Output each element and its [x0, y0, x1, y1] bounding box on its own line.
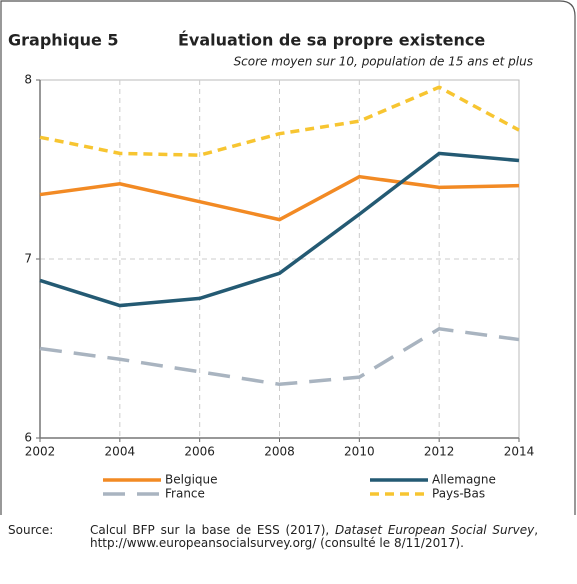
series-line: [39, 85, 520, 157]
x-tick-label: 2014: [504, 445, 535, 459]
x-tick-label: 2010: [344, 445, 375, 459]
chart-subtitle: Score moyen sur 10, population de 15 ans…: [234, 55, 533, 69]
frame: [0, 0, 576, 515]
legend-label: France: [165, 487, 205, 501]
source-part: Calcul BFP sur la base de ESS (2017),: [90, 523, 336, 537]
source-part: , http://www.europeansocialsurvey.org/ (…: [90, 523, 539, 550]
x-tick-label: 2008: [264, 445, 295, 459]
y-tick-label: 8: [24, 73, 32, 87]
x-tick-label: 2002: [25, 445, 56, 459]
series-line: [39, 326, 520, 387]
y-tick-label: 7: [24, 252, 32, 266]
x-tick-label: 2004: [105, 445, 136, 459]
chart: Graphique 5 Évaluation de sa propre exis…: [0, 0, 576, 515]
x-tick-label: 2012: [424, 445, 455, 459]
legend-label: Allemagne: [432, 473, 496, 487]
chart-title: Évaluation de sa propre existence: [178, 31, 485, 50]
legend-label: Pays-Bas: [432, 487, 485, 501]
source: Source: Calcul BFP sur la base de ESS (2…: [8, 524, 538, 550]
source-text: Calcul BFP sur la base de ESS (2017), Da…: [90, 524, 538, 550]
y-tick-label: 6: [24, 431, 32, 445]
source-italic: Dataset European Social Survey: [335, 523, 535, 537]
series-line: [39, 151, 520, 308]
legend-label: Belgique: [165, 473, 218, 487]
series-line: [39, 174, 520, 222]
chart-label: Graphique 5: [8, 31, 119, 50]
x-tick-label: 2006: [184, 445, 215, 459]
source-label: Source:: [8, 523, 54, 537]
